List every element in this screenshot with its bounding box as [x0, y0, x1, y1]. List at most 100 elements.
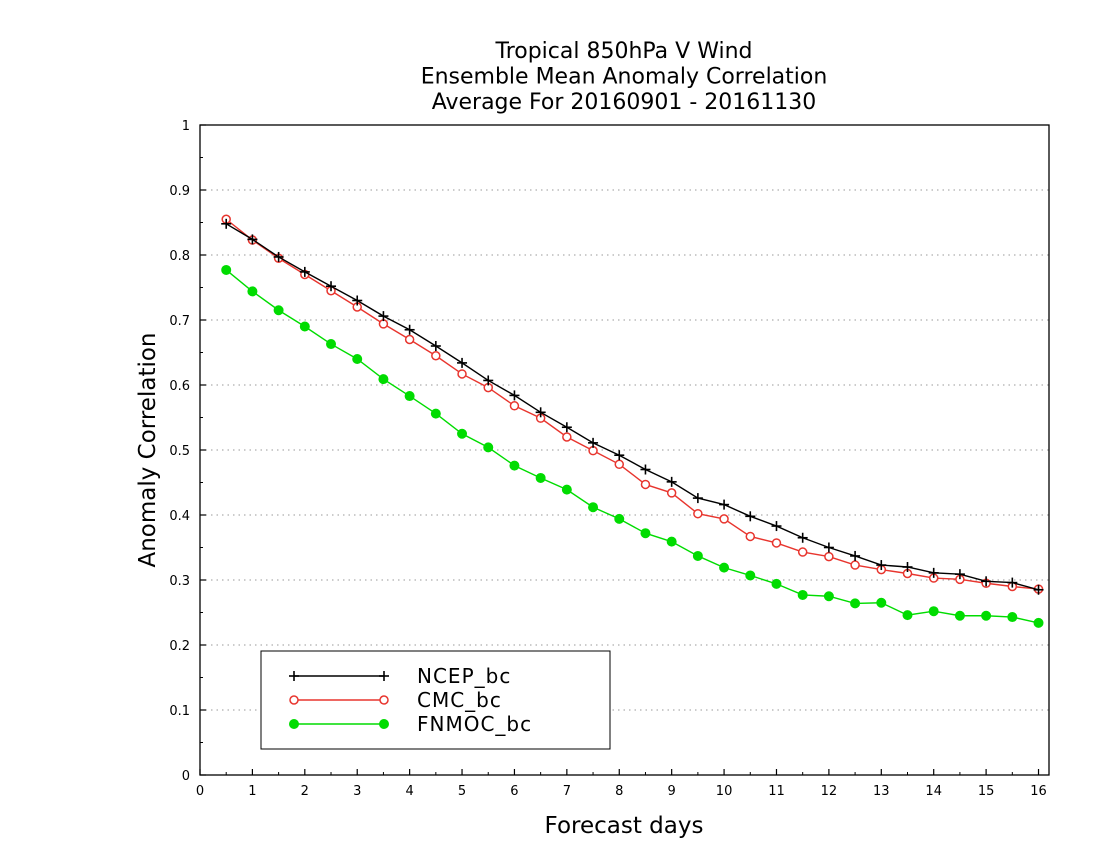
data-point [640, 464, 651, 475]
data-point [483, 442, 494, 453]
data-point [326, 339, 337, 350]
data-point [299, 321, 310, 332]
data-point [221, 218, 232, 229]
series-line [225, 218, 1039, 590]
data-point [273, 305, 284, 316]
y-tick-label: 1 [182, 119, 190, 134]
data-point [1007, 577, 1018, 588]
y-axis: 0 0.1 0.2 0.3 0.4 0.5 0.6 0.7 0.8 0.9 1 [169, 119, 206, 784]
legend-marker [289, 671, 299, 681]
data-point [561, 422, 572, 433]
data-point [562, 432, 572, 442]
series-fnmoc-bc [221, 264, 1044, 628]
x-tick-label: 8 [615, 784, 623, 799]
data-point [771, 521, 782, 532]
y-tick-label: 0.8 [169, 249, 190, 264]
y-tick-label: 0.1 [169, 704, 190, 719]
data-point [640, 528, 651, 539]
data-point [326, 281, 337, 292]
data-point [457, 428, 468, 439]
data-point [1007, 612, 1018, 623]
data-point [797, 547, 808, 557]
title-line-3: Average For 20160901 - 20161130 [432, 90, 817, 115]
series-ncep-bc [221, 218, 1044, 595]
data-point [876, 597, 887, 608]
data-point [404, 324, 415, 335]
data-point [640, 479, 651, 490]
data-point [745, 531, 756, 542]
y-tick-label: 0 [182, 769, 190, 784]
y-tick-label: 0.5 [169, 444, 190, 459]
x-tick-label: 11 [768, 784, 785, 799]
data-point [509, 390, 520, 401]
data-point [221, 264, 232, 275]
data-point [745, 511, 756, 522]
data-point [588, 502, 599, 513]
data-point [692, 493, 703, 504]
y-tick-label: 0.7 [169, 314, 190, 329]
data-point [850, 560, 860, 570]
title-line-2: Ensemble Mean Anomaly Correlation [421, 65, 828, 90]
data-point [823, 542, 834, 553]
data-point [404, 334, 415, 345]
legend-label: FNMOC_bc [417, 712, 532, 736]
legend-entry-ncep-bc: NCEP_bc [289, 664, 511, 688]
data-point [614, 513, 625, 524]
x-tick-label: 16 [1030, 784, 1047, 799]
x-tick-label: 13 [873, 784, 890, 799]
data-point [666, 536, 677, 547]
data-point [666, 488, 677, 498]
data-point [771, 538, 782, 548]
data-point [430, 341, 441, 351]
data-point [378, 311, 389, 322]
data-point [535, 472, 546, 483]
legend-entry-cmc-bc: CMC_bc [289, 688, 502, 712]
data-point [1033, 617, 1044, 628]
data-point [614, 459, 625, 470]
data-point [693, 508, 703, 519]
x-tick-label: 4 [405, 784, 413, 799]
y-axis-title: Anomaly Correlation [135, 332, 161, 567]
y-tick-label: 0.2 [169, 639, 190, 654]
data-point [535, 407, 546, 418]
x-tick-label: 2 [301, 784, 309, 799]
data-point [981, 610, 992, 621]
x-axis-title: Forecast days [545, 813, 704, 839]
legend-entry-fnmoc-bc: FNMOC_bc [289, 712, 532, 736]
data-point [247, 234, 258, 245]
data-point [928, 567, 939, 578]
data-point [771, 578, 782, 589]
data-point [850, 550, 861, 561]
legend-label: CMC_bc [417, 688, 502, 712]
data-point [719, 562, 730, 573]
x-tick-label: 5 [458, 784, 466, 799]
x-tick-label: 10 [716, 784, 733, 799]
data-point [352, 354, 363, 364]
x-tick-label: 14 [925, 784, 942, 799]
x-tick-label: 12 [821, 784, 838, 799]
legend-label: NCEP_bc [417, 664, 511, 688]
y-tick-label: 0.4 [169, 509, 190, 524]
data-point [719, 514, 729, 524]
series-line [225, 269, 1039, 624]
data-point [299, 266, 310, 277]
data-point [902, 562, 913, 572]
data-point [378, 374, 389, 385]
legend-marker [379, 719, 389, 729]
legend-marker [379, 671, 389, 681]
title-line-1: Tropical 850hPa V Wind [494, 39, 752, 64]
data-point [614, 450, 625, 461]
legend-marker [289, 695, 299, 705]
legend-marker [289, 719, 299, 729]
data-point [483, 375, 494, 386]
data-point [954, 569, 965, 580]
data-point [404, 391, 415, 402]
data-point [797, 532, 808, 543]
data-point [457, 357, 468, 368]
data-point [954, 610, 965, 621]
data-point [850, 598, 861, 609]
data-point [902, 610, 913, 621]
